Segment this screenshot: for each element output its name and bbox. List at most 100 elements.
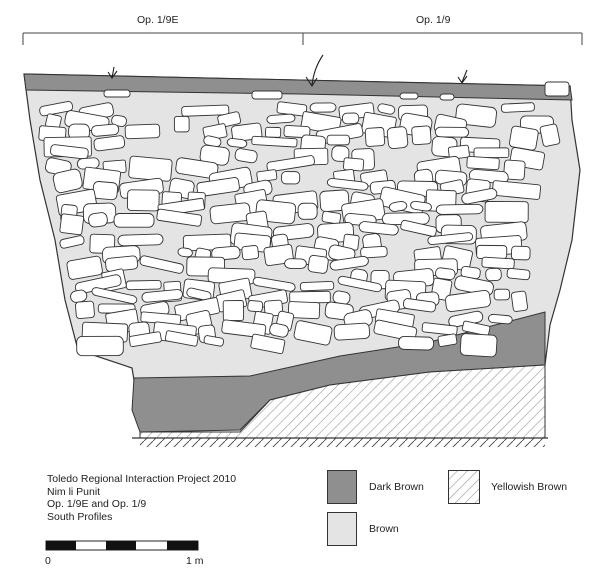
stone bbox=[125, 279, 162, 291]
stone bbox=[91, 123, 120, 137]
surface-stone bbox=[399, 92, 419, 100]
stone bbox=[337, 275, 383, 293]
stone bbox=[92, 181, 119, 201]
stone bbox=[128, 331, 162, 348]
stone bbox=[173, 115, 190, 133]
legend-swatch-brown bbox=[327, 512, 357, 546]
stone bbox=[444, 289, 491, 313]
stone bbox=[411, 125, 432, 146]
stone bbox=[222, 300, 245, 322]
stone bbox=[234, 148, 258, 164]
stone bbox=[124, 123, 161, 140]
surface-stone bbox=[103, 89, 131, 98]
stone bbox=[211, 245, 241, 261]
stone bbox=[266, 155, 315, 173]
stone bbox=[503, 159, 526, 181]
stone bbox=[511, 290, 528, 312]
stone bbox=[410, 200, 432, 212]
stone bbox=[88, 212, 108, 228]
stone bbox=[333, 322, 371, 341]
stone bbox=[59, 213, 85, 236]
stone bbox=[209, 202, 251, 225]
stone bbox=[299, 280, 335, 292]
stone bbox=[126, 189, 160, 212]
stone bbox=[358, 221, 399, 236]
stone bbox=[488, 313, 513, 325]
section-label-op-1-9: Op. 1/9 bbox=[416, 14, 451, 26]
stone bbox=[500, 102, 535, 113]
caption-operations: Op. 1/9E and Op. 1/9 bbox=[47, 498, 147, 510]
stone bbox=[66, 255, 103, 280]
stone bbox=[128, 155, 173, 182]
stone bbox=[377, 103, 396, 115]
surface-stone bbox=[439, 93, 455, 101]
caption-project: Toledo Regional Interaction Project 2010 bbox=[47, 473, 237, 485]
stone bbox=[398, 336, 435, 351]
stone bbox=[284, 258, 307, 270]
stone bbox=[75, 300, 95, 320]
stone bbox=[117, 233, 164, 247]
stone bbox=[287, 301, 321, 320]
stone bbox=[141, 289, 183, 303]
stone bbox=[434, 126, 470, 138]
stone bbox=[485, 267, 502, 282]
stone bbox=[309, 102, 337, 113]
caption-site: Nim li Punit bbox=[47, 485, 101, 498]
stone bbox=[156, 208, 203, 227]
stone bbox=[510, 245, 531, 261]
stone bbox=[321, 210, 342, 225]
stone bbox=[164, 330, 199, 347]
stone bbox=[251, 135, 298, 148]
stone bbox=[400, 219, 437, 237]
stone bbox=[473, 147, 510, 159]
stone bbox=[437, 333, 458, 347]
caption-profile: South Profiles bbox=[47, 510, 113, 523]
stone bbox=[484, 201, 529, 223]
stone bbox=[461, 320, 491, 337]
stone bbox=[186, 287, 212, 301]
stone bbox=[297, 202, 318, 220]
surface-stone bbox=[544, 81, 570, 97]
stone bbox=[250, 333, 286, 355]
legend-swatch-yellowish-brown bbox=[448, 470, 480, 504]
stone bbox=[329, 255, 369, 271]
stone bbox=[343, 157, 365, 172]
stone bbox=[181, 104, 230, 117]
section-label-op-1-9e: Op. 1/9E bbox=[137, 14, 179, 26]
stone bbox=[326, 134, 350, 146]
legend-label-yellowish-brown: Yellowish Brown bbox=[491, 481, 568, 493]
stone bbox=[247, 300, 264, 313]
stone bbox=[263, 299, 284, 317]
stone bbox=[402, 298, 437, 313]
stone bbox=[326, 178, 369, 191]
stone bbox=[364, 127, 386, 147]
stone bbox=[506, 267, 531, 281]
stone bbox=[252, 276, 296, 292]
stone bbox=[50, 144, 89, 160]
stone bbox=[539, 123, 561, 147]
stone bbox=[435, 203, 484, 215]
stone bbox=[203, 335, 225, 347]
scale-label-start: 0 bbox=[45, 555, 51, 567]
stone bbox=[331, 145, 350, 162]
stone bbox=[427, 232, 474, 245]
stone bbox=[388, 201, 408, 212]
legend-label-dark-brown: Dark Brown bbox=[369, 481, 424, 493]
scale-label-end: 1 m bbox=[186, 555, 204, 567]
stone bbox=[111, 114, 127, 127]
stone bbox=[91, 287, 138, 304]
stone bbox=[421, 322, 458, 336]
stone bbox=[221, 319, 267, 339]
stone bbox=[491, 180, 542, 200]
stone bbox=[341, 112, 360, 125]
stone bbox=[476, 244, 508, 260]
stone bbox=[373, 319, 418, 342]
figure-caption: Toledo Regional Interaction Project 2010… bbox=[47, 473, 236, 523]
stone bbox=[459, 333, 498, 358]
stone bbox=[435, 267, 456, 281]
section-brackets bbox=[22, 32, 583, 45]
stone bbox=[466, 156, 500, 171]
legend-label-brown: Brown bbox=[369, 523, 399, 535]
stone bbox=[265, 126, 282, 138]
